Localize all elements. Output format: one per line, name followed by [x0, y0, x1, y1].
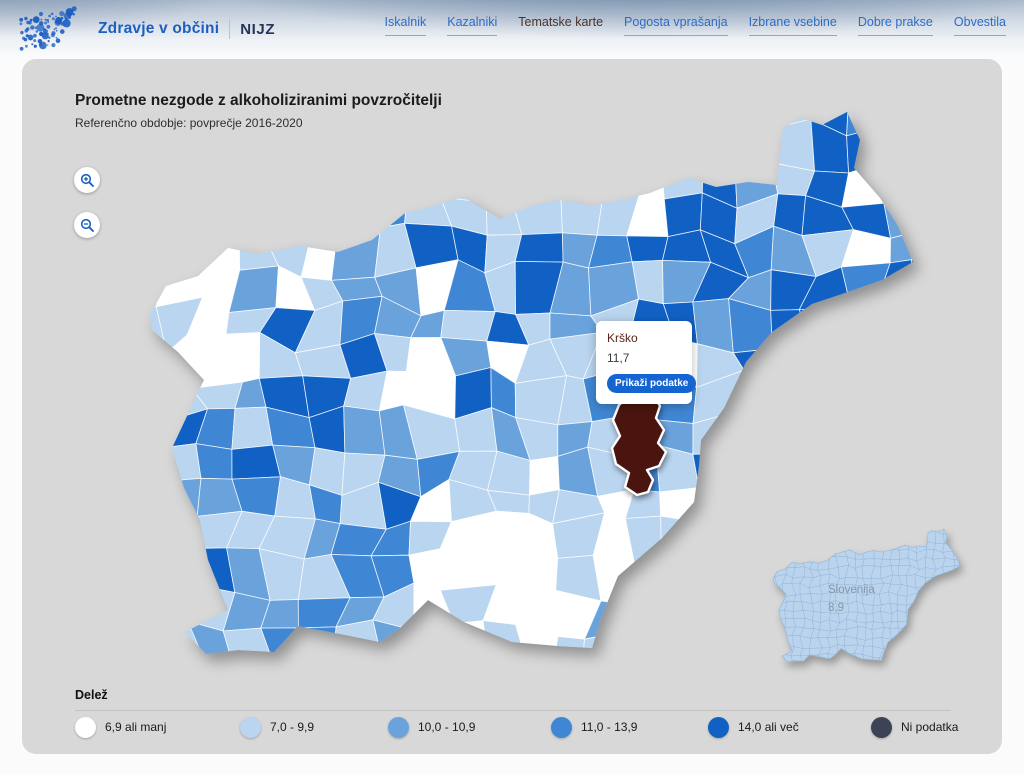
zoom-in-button[interactable] — [74, 167, 100, 193]
map-panel: Prometne nezgode z alkoholiziranimi povz… — [22, 59, 1002, 754]
site-logo[interactable]: Zdravje v občini NIJZ — [14, 0, 275, 58]
legend-swatch — [240, 716, 261, 738]
legend-item: 6,9 ali manj — [75, 716, 166, 738]
nav-item-pogosta-vpra-anja[interactable]: Pogosta vprašanja — [624, 15, 728, 36]
magnifier-plus-icon — [80, 173, 94, 187]
legend-label: 14,0 ali več — [738, 720, 799, 734]
legend-label: 6,9 ali manj — [105, 720, 167, 734]
site-header: Zdravje v občini NIJZ Iskalnik Kazalniki T… — [0, 0, 1024, 58]
brand-nijz: NIJZ — [240, 20, 276, 38]
inset-value: 8,9 — [828, 602, 844, 614]
map-title: Prometne nezgode z alkoholiziranimi povz… — [75, 92, 442, 109]
legend-item: 14,0 ali več — [708, 716, 799, 738]
magnifier-minus-icon — [80, 218, 94, 232]
legend-item: 10,0 - 10,9 — [388, 716, 475, 738]
tooltip-municipality: Krško — [607, 331, 638, 345]
brand-divider — [229, 19, 231, 39]
nav-item-kazalniki[interactable]: Kazalniki — [447, 15, 498, 36]
map-municipalities[interactable] — [116, 87, 951, 677]
legend-divider — [75, 710, 951, 711]
legend-label: Ni podatka — [901, 720, 959, 734]
tooltip-value: 11,7 — [607, 351, 630, 365]
legend-title: Delež — [75, 688, 108, 702]
legend-swatch — [871, 716, 892, 738]
nav-item-izbrane-vsebine[interactable]: Izbrane vsebine — [748, 15, 837, 36]
municipality-krsko-highlighted[interactable] — [610, 390, 668, 497]
slovenia-choropleth-map[interactable]: Slovenija 8,9 — [22, 59, 1002, 754]
legend-swatch — [708, 716, 729, 738]
nav-item-tematske-karte[interactable]: Tematske karte — [518, 15, 604, 29]
legend-item: 7,0 - 9,9 — [240, 716, 314, 738]
zoom-out-button[interactable] — [74, 212, 100, 238]
inset-labels: Slovenija 8,9 — [828, 584, 875, 614]
legend-label: 7,0 - 9,9 — [270, 720, 315, 734]
legend-item: 11,0 - 13,9 — [551, 716, 637, 738]
map-subtitle: Referenčno obdobje: povprečje 2016-2020 — [75, 116, 303, 130]
nav-item-dobre-prakse[interactable]: Dobre prakse — [857, 15, 933, 36]
nav-item-iskalnik[interactable]: Iskalnik — [384, 15, 427, 36]
legend-swatch — [388, 716, 409, 738]
legend-swatch — [551, 716, 572, 738]
legend-item: Ni podatka — [871, 716, 958, 738]
legend-label: 11,0 - 13,9 — [581, 720, 638, 734]
legend-label: 10,0 - 10,9 — [418, 720, 476, 734]
brand-title: Zdravje v občini — [98, 20, 220, 37]
show-data-button[interactable]: Prikaži podatke — [607, 374, 697, 393]
nav-item-obvestila[interactable]: Obvestila — [953, 15, 1006, 36]
main-nav: Iskalnik Kazalniki Tematske karte Pogosta v… — [384, 15, 1006, 36]
inset-label: Slovenija — [828, 584, 875, 596]
map-tooltip: Krško 11,7 Prikaži podatke — [596, 321, 697, 404]
legend-swatch — [75, 716, 96, 738]
dotted-slovenia-logo-icon — [19, 6, 77, 51]
